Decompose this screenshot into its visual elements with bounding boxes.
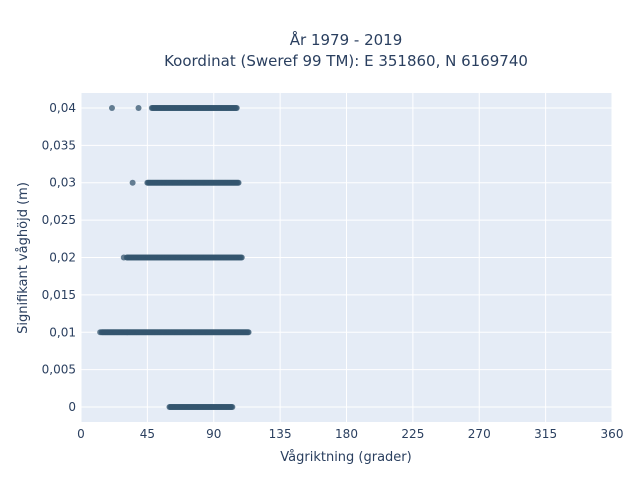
data-point [233,104,240,111]
x-tick-label: 315 [534,427,557,441]
data-point [229,404,236,411]
data-point [129,179,136,186]
chart-title-line1: År 1979 - 2019 [290,30,403,49]
grid-lines [80,93,613,422]
x-tick-label: 360 [601,427,624,441]
y-tick-label: 0,01 [49,325,76,339]
x-tick-label: 0 [77,427,85,441]
y-tick-label: 0,005 [42,363,76,377]
y-axis-title: Signifikant våghöjd (m) [16,182,31,334]
data-point [108,104,115,111]
y-tick-label: 0,015 [42,288,76,302]
y-axis-ticks: 0 0,005 0,01 0,015 0,02 0,025 0,03 0,035 0,04 [42,101,76,414]
data-point [245,329,252,336]
chart-title-line2: Koordinat (Sweref 99 TM): E 351860, N 61… [164,52,528,70]
data-point [238,254,245,261]
x-tick-label: 180 [335,427,358,441]
data-points [97,104,252,411]
x-axis-title: Vågriktning (grader) [280,450,411,465]
x-axis-ticks: 0 45 90 135 180 225 270 315 360 [77,427,623,441]
data-point [235,179,242,186]
data-point [135,104,142,111]
y-tick-label: 0,025 [42,213,76,227]
y-tick-label: 0,035 [42,138,76,152]
y-tick-label: 0,03 [49,176,76,190]
x-tick-label: 135 [269,427,292,441]
x-tick-label: 225 [401,427,424,441]
x-tick-label: 90 [206,427,221,441]
x-tick-label: 45 [140,427,155,441]
y-tick-label: 0,04 [49,101,76,115]
y-tick-label: 0 [68,400,76,414]
y-tick-label: 0,02 [49,251,76,265]
x-tick-label: 270 [468,427,491,441]
